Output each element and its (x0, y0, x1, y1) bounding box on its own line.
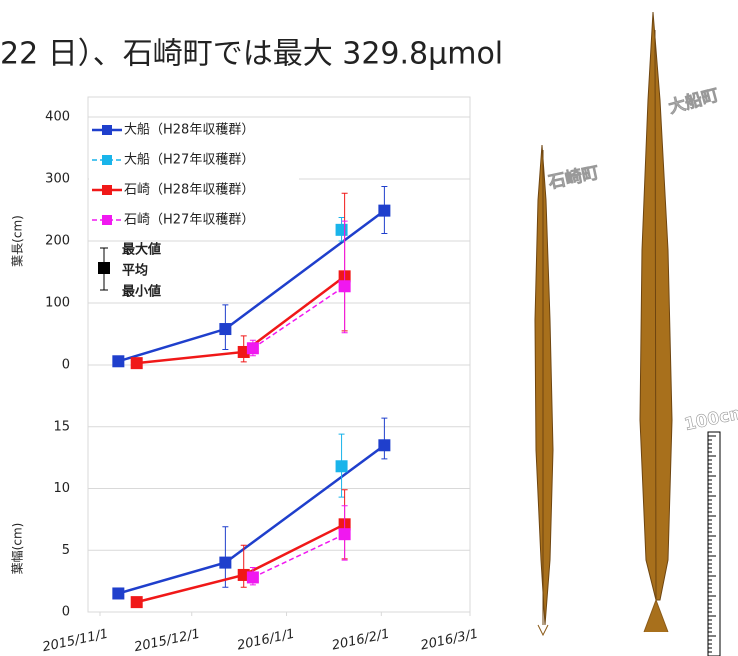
x-tick-label: 2016/2/1 (331, 627, 391, 654)
y-tick-label: 0 (62, 358, 70, 373)
key-symbol (98, 262, 110, 274)
y-tick-label: 200 (45, 234, 70, 249)
kelp-holdfast (538, 625, 548, 635)
data-point (247, 571, 259, 583)
data-point (219, 323, 231, 335)
x-tick-label: 2015/12/1 (133, 627, 201, 656)
data-point (247, 342, 259, 354)
data-point (378, 439, 390, 451)
legend-label: 石崎（H28年収穫群） (124, 183, 254, 198)
data-point (336, 224, 348, 236)
series-line (253, 286, 345, 348)
data-point (112, 587, 124, 599)
data-point (378, 205, 390, 217)
y-tick-label: 0 (62, 605, 70, 620)
data-point (131, 357, 143, 369)
series-line (253, 534, 345, 577)
y-axis-title: 葉長(cm) (11, 215, 25, 267)
data-point (112, 355, 124, 367)
legend-marker (102, 155, 112, 165)
data-point (339, 528, 351, 540)
legend-marker (102, 215, 112, 225)
y-tick-label: 300 (45, 172, 70, 187)
key-label: 最大値 (122, 242, 161, 258)
x-tick-label: 2016/1/1 (236, 627, 296, 654)
legend-marker (102, 125, 112, 135)
y-tick-label: 100 (45, 296, 70, 311)
kelp-ishizaki (535, 145, 553, 625)
photo-label: 石崎町 (546, 162, 601, 193)
data-point (131, 596, 143, 608)
x-tick-label: 2015/11/1 (41, 627, 109, 656)
legend-label: 石崎（H27年収穫群） (124, 213, 254, 228)
data-point (339, 280, 351, 292)
header-text: 22 日）、石崎町では最大 329.8μmol (0, 37, 503, 72)
data-point (219, 557, 231, 569)
kelp-holdfast (644, 600, 668, 632)
y-tick-label: 400 (45, 110, 70, 125)
photo-label: 100cm (682, 402, 738, 435)
kelp-photo: 石崎町 大船町 100cm (535, 12, 738, 656)
legend-label: 大船（H28年収穫群） (124, 123, 254, 138)
y-tick-label: 10 (53, 481, 70, 496)
key-label: 平均 (122, 263, 148, 279)
series-line (137, 524, 345, 602)
photo-label: 大船町 (666, 84, 721, 117)
y-axis-title: 葉幅(cm) (10, 523, 25, 575)
x-tick-label: 2016/3/1 (419, 627, 479, 654)
y-tick-label: 5 (62, 543, 70, 558)
data-point (336, 460, 348, 472)
legend-label: 大船（H27年収穫群） (124, 153, 254, 168)
key-label: 最小値 (122, 284, 161, 300)
page: 22 日）、石崎町では最大 329.8μmol 石崎町 大船町 100cm 0 1… (0, 0, 738, 656)
error-bar (381, 418, 387, 459)
legend-marker (102, 185, 112, 195)
y-tick-label: 15 (53, 419, 70, 434)
